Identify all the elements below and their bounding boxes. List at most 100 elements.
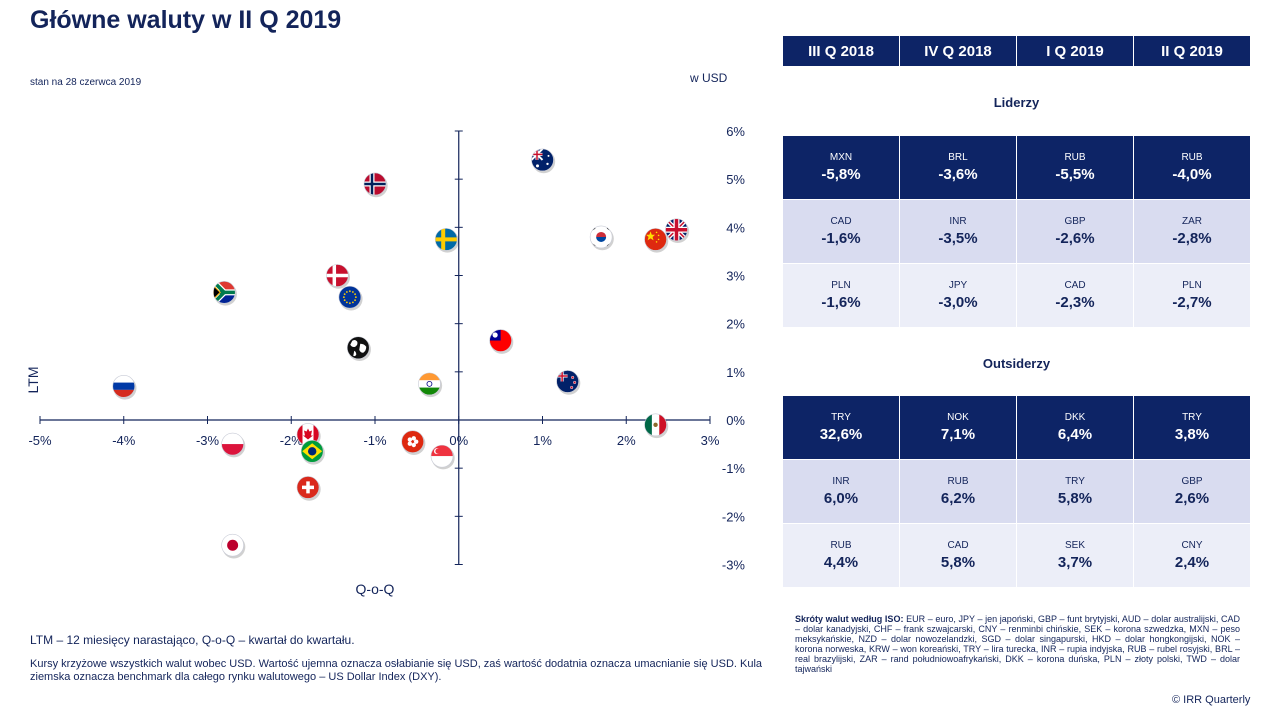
- change-value: 3,8%: [1174, 426, 1210, 443]
- scatter-chart: -5% -4% -3% -2% -1% 0% 1% 2% 3% 6% 5% 4% 3% 2% 1% 0% -1%…: [25, 124, 746, 597]
- quarter-header-cell: II Q 2019: [1134, 36, 1250, 66]
- currency-code: CNY: [1181, 540, 1203, 551]
- x-tick-label: -3%: [196, 433, 220, 448]
- leaders-table: MXN -5,8% BRL -3,6% RUB -5,5% RUB -4,0% CAD -1,6%…: [783, 136, 1250, 327]
- nok-flag-icon: [363, 172, 388, 198]
- table-cell: SEK 3,7%: [1017, 524, 1133, 587]
- quarter-header-cell: IV Q 2018: [900, 36, 1016, 66]
- currency-code: RUB: [1181, 152, 1203, 163]
- x-tick-label: -5%: [28, 433, 52, 448]
- change-value: 32,6%: [819, 426, 863, 443]
- table-cell: INR -3,5%: [900, 200, 1016, 263]
- currency-code: BRL: [948, 152, 968, 163]
- table-cell: CAD -1,6%: [783, 200, 899, 263]
- pln-flag-icon: [221, 432, 246, 458]
- y-tick-label: 3%: [726, 269, 745, 284]
- change-value: -1,6%: [821, 294, 861, 311]
- jpy-flag-icon: [221, 533, 246, 559]
- change-value: -1,6%: [821, 230, 861, 247]
- table-cell: GBP -2,6%: [1017, 200, 1133, 263]
- y-tick-label: 6%: [726, 124, 745, 139]
- quarter-header-cell: III Q 2018: [783, 36, 899, 66]
- cny-flag-icon: [644, 228, 669, 253]
- currency-code: SEK: [1064, 540, 1085, 551]
- aud-flag-icon: [531, 148, 556, 174]
- footnote-explanation: Kursy krzyżowe wszystkich walut wobec US…: [30, 658, 763, 683]
- table-cell: PLN -1,6%: [783, 264, 899, 327]
- quarter-header-cell: I Q 2019: [1017, 36, 1133, 66]
- change-value: 6,4%: [1057, 426, 1093, 443]
- currency-code: RUB: [830, 540, 852, 551]
- currency-code: CAD: [830, 216, 852, 227]
- rub-flag-icon: [112, 374, 137, 400]
- currency-code: ZAR: [1182, 216, 1202, 227]
- change-value: -4,0%: [1172, 166, 1212, 183]
- quarter-header: III Q 2018 IV Q 2018 I Q 2019 II Q 2019: [783, 36, 1251, 66]
- table-cell: TRY 3,8%: [1134, 396, 1250, 459]
- table-cell: TRY 5,8%: [1017, 460, 1133, 523]
- abbreviations-text: EUR – euro, JPY – jen japoński, GBP – fu…: [795, 614, 1240, 674]
- table-cell: JPY -3,0%: [900, 264, 1016, 327]
- currency-code: TRY: [1182, 412, 1202, 423]
- currency-code: CAD: [947, 540, 969, 551]
- table-cell: GBP 2,6%: [1134, 460, 1250, 523]
- change-value: -3,5%: [938, 230, 978, 247]
- change-value: 2,4%: [1174, 554, 1210, 571]
- y-tick-label: -3%: [722, 558, 746, 573]
- currency-code: DKK: [1064, 412, 1086, 423]
- table-cell: PLN -2,7%: [1134, 264, 1250, 327]
- table-cell: TRY 32,6%: [783, 396, 899, 459]
- table-cell: RUB -5,5%: [1017, 136, 1133, 199]
- x-tick-label: 1%: [533, 433, 552, 448]
- x-tick-label: -1%: [363, 433, 387, 448]
- currency-code: GBP: [1181, 476, 1203, 487]
- change-value: -2,6%: [1055, 230, 1095, 247]
- outsiders-table: TRY 32,6% NOK 7,1% DKK 6,4% TRY 3,8% INR 6,0% RUB 6…: [783, 396, 1250, 587]
- outsiders-title: Outsiderzy: [982, 356, 1051, 371]
- x-tick-label: 3%: [701, 433, 720, 448]
- dkk-flag-icon: [326, 264, 351, 289]
- table-cell: MXN -5,8%: [783, 136, 899, 199]
- change-value: -3,0%: [938, 294, 978, 311]
- change-value: -3,6%: [938, 166, 978, 183]
- change-value: 6,2%: [940, 490, 976, 507]
- chf-flag-icon: [296, 476, 321, 501]
- currency-code: MXN: [829, 152, 853, 163]
- zar-flag-icon: [212, 281, 237, 306]
- change-value: -2,3%: [1055, 294, 1095, 311]
- change-value: 2,6%: [1174, 490, 1210, 507]
- table-cell: RUB -4,0%: [1134, 136, 1250, 199]
- unit-label: w USD: [690, 71, 728, 85]
- footnote-ltm: LTM – 12 miesięcy narastająco, Q-o-Q – k…: [30, 633, 355, 647]
- table-cell: CNY 2,4%: [1134, 524, 1250, 587]
- date-note: stan na 28 czerwca 2019: [30, 77, 142, 88]
- y-tick-label: 2%: [726, 317, 745, 332]
- currency-code: INR: [832, 476, 850, 487]
- change-value: -2,7%: [1172, 294, 1212, 311]
- nzd-flag-icon: [556, 370, 581, 395]
- change-value: 6,0%: [823, 490, 859, 507]
- currency-code: PLN: [1182, 280, 1202, 291]
- y-tick-label: 1%: [726, 365, 745, 380]
- y-tick-label: 0%: [726, 413, 745, 428]
- sek-flag-icon: [434, 228, 459, 253]
- brl-flag-icon: [300, 440, 325, 465]
- y-tick-label: -1%: [722, 461, 746, 476]
- change-value: -5,5%: [1055, 166, 1095, 183]
- change-value: 4,4%: [823, 554, 859, 571]
- change-value: -5,8%: [821, 166, 861, 183]
- chart-points: [112, 148, 690, 559]
- krw-flag-icon: [589, 225, 614, 251]
- table-cell: CAD -2,3%: [1017, 264, 1133, 327]
- change-value: 3,7%: [1057, 554, 1093, 571]
- gbp-flag-icon: [665, 218, 690, 244]
- currency-code: INR: [949, 216, 967, 227]
- y-tick-label: 4%: [726, 220, 745, 235]
- currency-code: GBP: [1064, 216, 1086, 227]
- currency-code: TRY: [1065, 476, 1085, 487]
- change-value: 5,8%: [940, 554, 976, 571]
- table-cell: BRL -3,6%: [900, 136, 1016, 199]
- currency-code: RUB: [947, 476, 969, 487]
- change-value: -2,8%: [1172, 230, 1212, 247]
- copyright: © IRR Quarterly: [1172, 694, 1251, 706]
